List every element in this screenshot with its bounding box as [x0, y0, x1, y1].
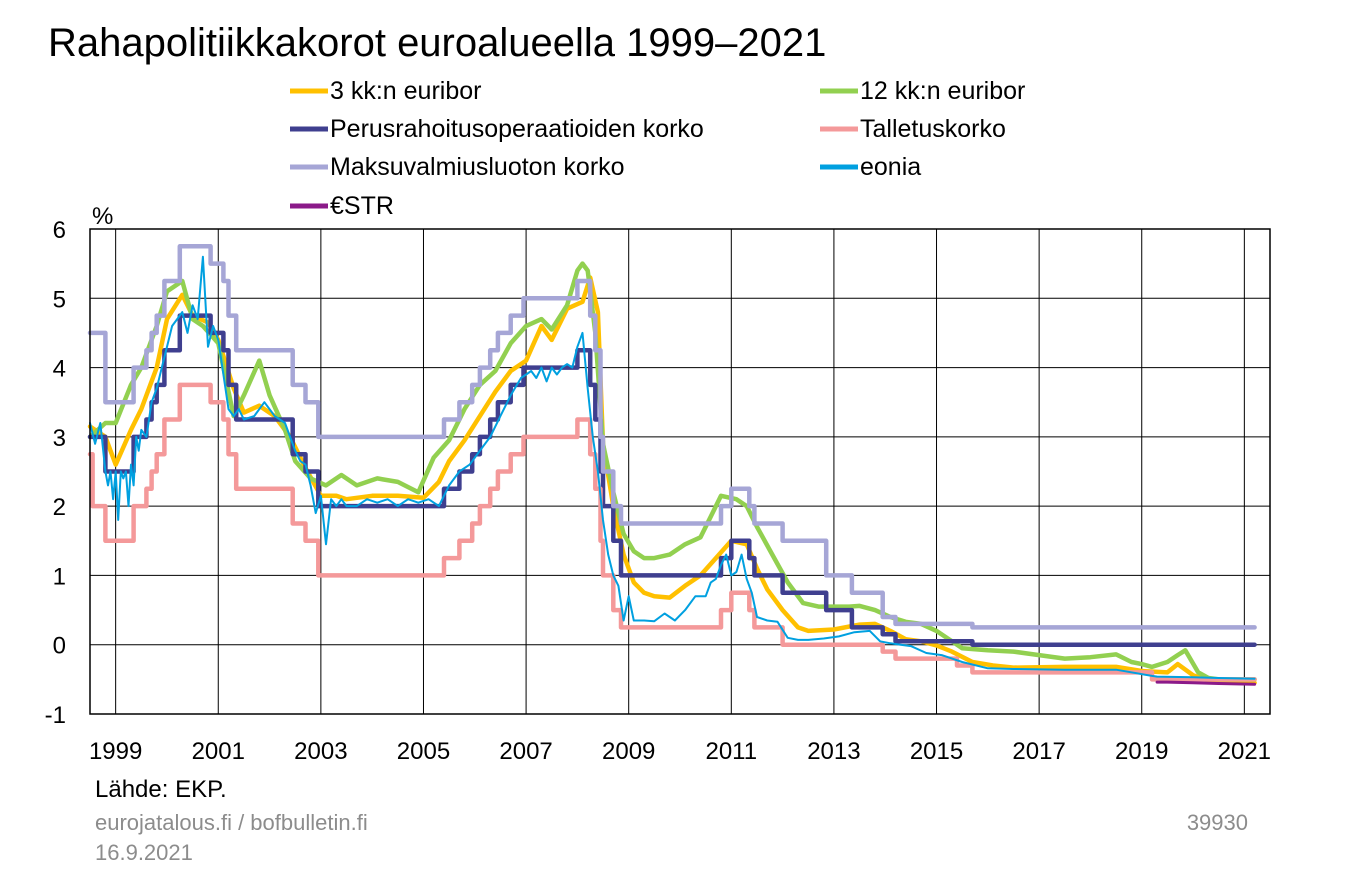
footer-site: eurojatalous.fi / bofbulletin.fi	[95, 810, 368, 835]
x-tick-label: 2019	[1115, 738, 1168, 765]
series-line-3	[87, 382, 1257, 682]
y-unit-label: %	[92, 203, 113, 230]
chart-title: Rahapolitiikkakorot euroalueella 1999–20…	[48, 21, 826, 65]
plot-area	[87, 244, 1257, 686]
y-tick-label: 3	[53, 425, 66, 452]
x-tick-label: 2015	[910, 738, 963, 765]
x-tick-label: 2013	[807, 738, 860, 765]
x-tick-label: 2017	[1012, 738, 1065, 765]
legend: 3 kk:n euribor 12 kk:n euribor Perusrahoit…	[290, 77, 1025, 220]
x-axis: 1999 2001 2003 2005 2007 2009 2011 2013 2015 2017…	[89, 738, 1271, 765]
footer-date: 16.9.2021	[95, 840, 193, 865]
series-line-0	[87, 275, 1257, 686]
x-tick-label: 1999	[89, 738, 142, 765]
y-tick-label: 1	[53, 563, 66, 590]
legend-label: €STR	[330, 192, 394, 220]
series-line-1	[87, 261, 1257, 682]
series-line-2	[87, 313, 1257, 647]
y-axis: 6 5 4 3 2 1 0 -1	[45, 217, 66, 729]
legend-label: Talletuskorko	[860, 115, 1006, 143]
grid	[90, 228, 1270, 715]
series-line-5	[89, 255, 1256, 680]
x-tick-label: 2021	[1218, 738, 1271, 765]
plot-frame	[89, 228, 1271, 715]
y-tick-label: -1	[45, 702, 66, 729]
y-tick-label: 2	[53, 494, 66, 521]
y-tick-label: 0	[53, 633, 66, 660]
y-tick-label: 6	[53, 217, 66, 244]
source-note: Lähde: EKP.	[95, 776, 227, 803]
y-tick-label: 5	[53, 286, 66, 313]
x-tick-label: 2007	[499, 738, 552, 765]
series-line-4	[87, 244, 1257, 630]
x-tick-label: 2003	[294, 738, 347, 765]
y-tick-label: 4	[53, 356, 66, 383]
legend-label: eonia	[860, 153, 921, 181]
x-tick-label: 2001	[192, 738, 245, 765]
x-tick-label: 2009	[602, 738, 655, 765]
legend-label: 3 kk:n euribor	[330, 77, 481, 105]
footer-code: 39930	[1187, 810, 1248, 835]
legend-label: Maksuvalmiusluoton korko	[330, 153, 625, 181]
series-line-6	[1155, 680, 1257, 686]
legend-label: 12 kk:n euribor	[860, 77, 1025, 105]
x-tick-label: 2005	[397, 738, 450, 765]
x-tick-label: 2011	[705, 738, 757, 765]
legend-label: Perusrahoitusoperaatioiden korko	[330, 115, 704, 143]
